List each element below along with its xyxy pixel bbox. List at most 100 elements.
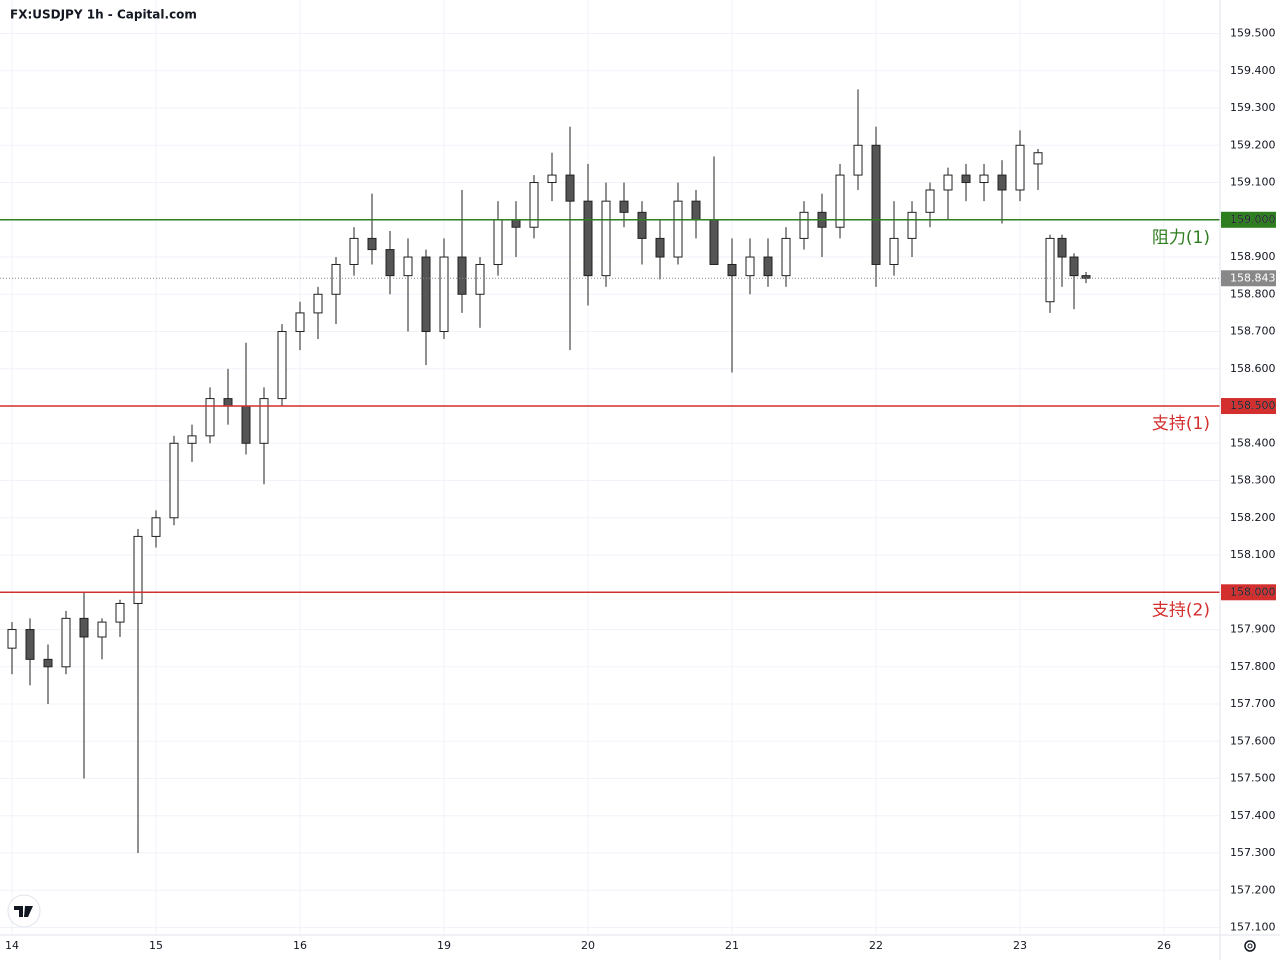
candle-body — [421, 256, 431, 333]
candle-body — [43, 658, 53, 668]
y-tick-label: 157.100 — [1230, 921, 1276, 934]
candle-body — [583, 200, 593, 277]
level-tag — [1221, 211, 1276, 228]
candle-body — [547, 174, 557, 184]
x-tick-label: 21 — [725, 939, 739, 952]
candle-body — [349, 237, 359, 265]
level-name: 支持(2) — [1152, 600, 1210, 620]
candle-body — [871, 144, 881, 265]
last-price-label: 158.843 — [1230, 271, 1276, 284]
y-tick-label: 157.300 — [1230, 846, 1276, 859]
x-tick-label: 20 — [581, 939, 595, 952]
candle-body — [205, 398, 215, 437]
candle-body — [835, 174, 845, 228]
candle-body — [241, 405, 251, 444]
x-tick-label: 22 — [869, 939, 883, 952]
candle-body — [97, 621, 107, 638]
y-tick-label: 158.400 — [1230, 436, 1276, 449]
candle-body — [529, 182, 539, 228]
y-tick-label: 157.700 — [1230, 697, 1276, 710]
y-tick-label: 157.200 — [1230, 883, 1276, 896]
y-tick-label: 158.500 — [1230, 399, 1276, 412]
candle-body — [781, 237, 791, 277]
candle-body — [1033, 152, 1043, 165]
y-tick-label: 157.400 — [1230, 809, 1276, 822]
candle-body — [799, 211, 809, 239]
x-tick-label: 26 — [1157, 939, 1171, 952]
y-tick-label: 158.100 — [1230, 548, 1276, 561]
x-tick-label: 19 — [437, 939, 451, 952]
level-tag — [1221, 584, 1276, 601]
candle-body — [259, 398, 269, 444]
candle-body — [943, 174, 953, 191]
level-price-label: 159.000 — [1230, 213, 1276, 226]
candle-body — [295, 312, 305, 333]
candle-body — [79, 617, 89, 638]
tv-logo — [7, 894, 41, 928]
candle-body — [187, 435, 197, 444]
candle-body — [331, 263, 341, 295]
chart-title: FX:USDJPY 1h - Capital.com — [10, 8, 197, 22]
level-price-label: 158.000 — [1230, 585, 1276, 598]
candle-body — [907, 211, 917, 239]
y-tick-label: 158.800 — [1230, 287, 1276, 300]
candle-body — [277, 331, 287, 400]
y-tick-label: 157.600 — [1230, 734, 1276, 747]
y-tick-label: 158.200 — [1230, 511, 1276, 524]
level-name: 阻力(1) — [1152, 228, 1210, 248]
candle-body — [61, 617, 71, 668]
level-price-label: 158.500 — [1230, 399, 1276, 412]
candle-body — [925, 189, 935, 213]
y-tick-label: 159.000 — [1230, 213, 1276, 226]
candle-body — [961, 174, 971, 184]
candle-body — [979, 174, 989, 184]
settings-icon[interactable] — [1244, 940, 1256, 952]
x-tick-label: 15 — [149, 939, 163, 952]
y-tick-label: 158.900 — [1230, 250, 1276, 263]
y-tick-label: 159.500 — [1230, 27, 1276, 40]
candle-body — [727, 263, 737, 277]
y-tick-label: 158.300 — [1230, 474, 1276, 487]
candle-body — [403, 256, 413, 277]
candle-body — [1015, 144, 1025, 191]
candle-body — [619, 200, 629, 213]
candle-body — [655, 237, 665, 258]
y-tick-label: 157.500 — [1230, 772, 1276, 785]
x-tick-label: 14 — [5, 939, 19, 952]
level-tag — [1221, 398, 1276, 415]
candle-body — [709, 219, 719, 265]
x-tick-label: 23 — [1013, 939, 1027, 952]
candle-body — [1045, 237, 1055, 303]
candle-body — [7, 629, 17, 649]
candle-body — [691, 200, 701, 221]
candle-body — [1069, 256, 1079, 277]
candle-body — [601, 200, 611, 277]
candle-body — [565, 174, 575, 202]
candle-body — [133, 535, 143, 604]
candle-body — [853, 144, 863, 176]
candle-body — [889, 237, 899, 265]
candle-body — [169, 442, 179, 519]
candle-body — [493, 219, 503, 265]
level-name: 支持(1) — [1152, 414, 1210, 434]
candle-body — [25, 629, 35, 660]
candle-body — [637, 211, 647, 239]
x-tick-label: 16 — [293, 939, 307, 952]
candle-body — [367, 237, 377, 251]
y-tick-label: 159.300 — [1230, 101, 1276, 114]
y-tick-label: 159.100 — [1230, 176, 1276, 189]
candle-body — [385, 249, 395, 277]
candle-body — [511, 219, 521, 228]
overlays: 158.843 159.000 阻力(1) 158.500 支持(1) 158.000 支持… — [0, 211, 1276, 620]
candle-body — [673, 200, 683, 258]
y-tick-label: 158.600 — [1230, 362, 1276, 375]
candle-body — [439, 256, 449, 333]
candle-body — [475, 263, 485, 295]
candle-body — [313, 293, 323, 314]
y-tick-label: 159.400 — [1230, 64, 1276, 77]
candle-body — [151, 517, 161, 537]
y-tick-label: 157.800 — [1230, 660, 1276, 673]
candle-body — [763, 256, 773, 277]
